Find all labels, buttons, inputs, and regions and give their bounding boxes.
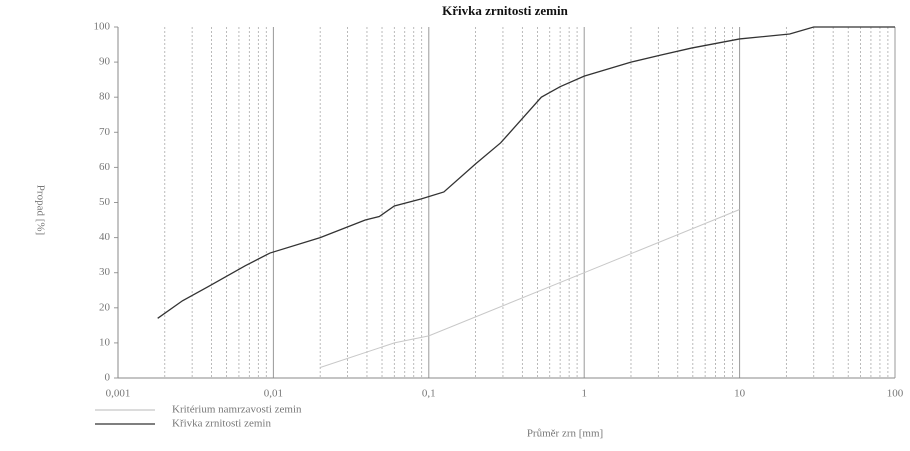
- series-line: [157, 26, 895, 319]
- x-tick-label: 0,001: [106, 388, 131, 400]
- y-tick-label: 100: [94, 21, 111, 33]
- x-axis-label: Průměr zrn [mm]: [527, 428, 603, 440]
- y-tick-label: 60: [99, 161, 111, 173]
- x-tick-label: 1: [581, 388, 587, 400]
- y-tick-label: 70: [99, 126, 111, 138]
- x-tick-label: 100: [887, 388, 904, 400]
- y-tick-label: 30: [99, 266, 111, 278]
- x-tick-label: 10: [734, 388, 746, 400]
- series-line: [320, 209, 740, 368]
- y-tick-label: 0: [105, 372, 111, 384]
- y-tick-label: 50: [99, 196, 111, 208]
- x-tick-label: 0,01: [264, 388, 283, 400]
- y-tick-label: 20: [99, 301, 111, 313]
- chart-title: Křivka zrnitosti zemin: [442, 3, 568, 18]
- y-tick-label: 80: [99, 91, 111, 103]
- legend-label: Kritérium namrzavosti zemin: [172, 404, 302, 416]
- legend-label: Křivka zrnitosti zemin: [172, 418, 271, 430]
- y-axis-label: Propad [%]: [34, 185, 46, 235]
- y-tick-label: 90: [99, 56, 111, 68]
- x-tick-label: 0,1: [422, 388, 436, 400]
- y-tick-label: 40: [99, 231, 111, 243]
- y-tick-label: 10: [99, 336, 111, 348]
